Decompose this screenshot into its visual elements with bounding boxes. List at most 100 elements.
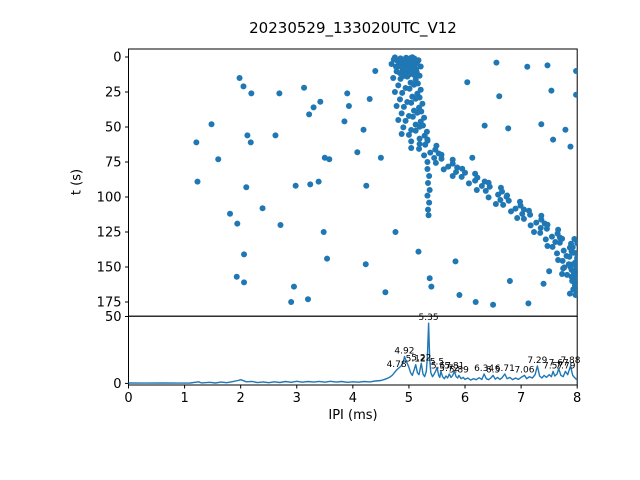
scatter-point [194,178,201,185]
peak-annotation-label: 5.81 [444,361,464,371]
scatter-point [306,111,313,118]
scatter-point [453,168,460,175]
scatter-point [546,268,553,275]
scatter-point [406,85,413,92]
scatter-point [412,95,419,102]
scatter-point [411,72,418,79]
histogram-plot-frame [128,315,578,386]
scatter-point [560,247,567,254]
scatter-point [566,253,573,260]
scatter-point [465,180,472,187]
scatter-point [390,56,397,63]
scatter-point [259,205,266,212]
scatter-point [241,279,248,286]
scatter-point [402,117,409,124]
x-tick-label: 0 [124,391,132,406]
scatter-point [310,104,317,111]
scatter-point [416,123,423,130]
scatter-point [421,152,428,159]
peak-annotation-label: 5.57 [431,361,451,371]
y-tick-label: 100 [97,190,122,205]
scatter-point [505,125,512,132]
scatter-point [571,236,578,242]
scatter-point [527,211,534,218]
scatter-point [492,201,499,207]
scatter-point [549,243,556,250]
scatter-point [393,103,400,109]
scatter-point [236,75,243,81]
scatter-point [438,155,445,162]
y-tick-label: 25 [105,85,122,100]
histogram-y-axis: 0 50 [105,310,129,392]
scatter-point [408,126,415,133]
scatter-point [533,219,540,226]
scatter-point [560,265,567,272]
scatter-point [449,173,456,179]
peak-annotation-label: 5.5 [430,357,444,367]
scatter-point [508,208,515,215]
scatter-point [276,90,283,97]
scatter-point [408,138,415,145]
y-tick-label: 0 [113,50,121,65]
scatter-point [555,257,562,263]
scatter-point [414,109,421,116]
scatter-point [426,173,433,179]
chart-title: 20230529_133020UTC_V12 [249,19,457,37]
scatter-point [391,89,398,95]
scatter-point [427,149,434,156]
x-tick-label: 6 [461,391,469,406]
x-tick-label: 1 [180,391,188,406]
scatter-point [537,224,544,231]
scatter-point [424,159,431,165]
scatter-point [234,220,241,227]
peak-annotation-label: 7.06 [514,365,534,375]
scatter-point [233,273,240,280]
scatter-series [193,54,578,308]
scatter-point [559,257,566,264]
scatter-point [548,233,555,240]
scatter-point [482,187,489,194]
x-tick-label: 5 [405,391,413,406]
scatter-point [419,100,426,107]
scatter-point [422,141,429,148]
scatter-point [440,166,447,173]
scatter-point [462,169,469,176]
scatter-point [393,63,400,70]
scatter-point [416,140,423,147]
scatter-y-axis: 0 25 50 75 100 125 150 175 [97,50,129,310]
scatter-point [315,178,322,185]
scatter-point [520,215,527,222]
scatter-point [569,244,576,251]
scatter-point [408,145,415,151]
peak-annotation-label: 5.72 [439,364,459,374]
scatter-point [426,187,433,193]
scatter-point [244,132,251,139]
scatter-point [445,163,452,170]
y-tick-label: 75 [105,155,122,170]
scatter-point [415,57,422,64]
scatter-point [540,280,547,287]
scatter-point [519,210,526,217]
scatter-point [317,98,324,105]
scatter-point [469,154,476,161]
scatter-point [481,122,488,129]
scatter-point [571,259,578,266]
scatter-point [399,89,406,96]
scatter-point [572,292,578,298]
scatter-point [424,166,431,172]
scatter-point [412,127,419,134]
scatter-point [372,68,379,74]
scatter-point [208,121,215,128]
scatter-point [425,212,432,219]
scatter-point [362,261,369,268]
scatter-point [449,160,456,167]
scatter-point [304,296,311,303]
scatter-point [398,131,405,137]
scatter-point [388,61,395,67]
scatter-point [248,90,255,97]
scatter-point [478,182,485,189]
scatter-point [426,199,433,206]
scatter-point [416,145,423,152]
scatter-point [496,93,503,100]
